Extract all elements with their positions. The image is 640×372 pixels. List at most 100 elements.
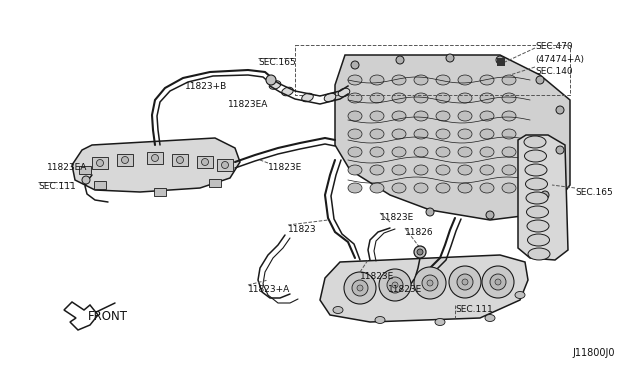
Ellipse shape <box>502 75 516 85</box>
Ellipse shape <box>414 129 428 139</box>
Ellipse shape <box>525 150 547 162</box>
Circle shape <box>496 56 504 64</box>
Text: 11823+B: 11823+B <box>185 82 227 91</box>
Ellipse shape <box>458 183 472 193</box>
Bar <box>172 154 188 166</box>
Text: SEC.111: SEC.111 <box>38 182 76 191</box>
Text: 11823: 11823 <box>288 225 317 234</box>
Ellipse shape <box>436 75 450 85</box>
Ellipse shape <box>338 88 350 97</box>
Ellipse shape <box>414 183 428 193</box>
Ellipse shape <box>502 129 516 139</box>
Circle shape <box>417 249 423 255</box>
Text: 11823EA: 11823EA <box>47 163 88 172</box>
Bar <box>94 181 106 189</box>
Polygon shape <box>64 302 98 330</box>
Bar <box>117 154 133 166</box>
Ellipse shape <box>524 136 546 148</box>
Text: 11826: 11826 <box>405 228 434 237</box>
Ellipse shape <box>370 129 384 139</box>
Bar <box>92 157 108 169</box>
Ellipse shape <box>527 206 548 218</box>
Ellipse shape <box>526 192 548 204</box>
Ellipse shape <box>348 183 362 193</box>
Ellipse shape <box>333 307 343 314</box>
Ellipse shape <box>458 75 472 85</box>
Text: (47474+A): (47474+A) <box>535 55 584 64</box>
Ellipse shape <box>480 111 494 121</box>
Ellipse shape <box>458 129 472 139</box>
Ellipse shape <box>414 111 428 121</box>
Circle shape <box>446 54 454 62</box>
Ellipse shape <box>480 183 494 193</box>
Circle shape <box>379 269 411 301</box>
Text: SEC.140: SEC.140 <box>535 67 573 76</box>
Circle shape <box>486 211 494 219</box>
Ellipse shape <box>414 75 428 85</box>
Ellipse shape <box>527 234 550 246</box>
Ellipse shape <box>370 147 384 157</box>
Text: 11823EA: 11823EA <box>228 100 268 109</box>
Circle shape <box>462 279 468 285</box>
Ellipse shape <box>414 93 428 103</box>
Text: 11823E: 11823E <box>360 272 394 281</box>
Circle shape <box>482 266 514 298</box>
Circle shape <box>97 160 104 167</box>
Circle shape <box>82 176 90 184</box>
Circle shape <box>392 282 398 288</box>
Circle shape <box>152 154 159 161</box>
Text: 11823E: 11823E <box>380 213 414 222</box>
Ellipse shape <box>348 165 362 175</box>
Ellipse shape <box>436 183 450 193</box>
Text: SEC.470: SEC.470 <box>535 42 573 51</box>
Circle shape <box>344 272 376 304</box>
Circle shape <box>221 161 228 169</box>
Polygon shape <box>335 55 570 220</box>
Ellipse shape <box>485 314 495 321</box>
Ellipse shape <box>269 81 281 89</box>
Ellipse shape <box>348 129 362 139</box>
Ellipse shape <box>525 164 547 176</box>
Ellipse shape <box>458 165 472 175</box>
Circle shape <box>427 280 433 286</box>
Ellipse shape <box>515 292 525 298</box>
Circle shape <box>541 191 549 199</box>
Ellipse shape <box>502 147 516 157</box>
Ellipse shape <box>348 111 362 121</box>
Ellipse shape <box>370 111 384 121</box>
Ellipse shape <box>392 129 406 139</box>
Ellipse shape <box>392 165 406 175</box>
Text: J11800J0: J11800J0 <box>573 348 615 358</box>
Circle shape <box>556 106 564 114</box>
Ellipse shape <box>458 111 472 121</box>
Ellipse shape <box>392 183 406 193</box>
Circle shape <box>536 76 544 84</box>
Ellipse shape <box>392 147 406 157</box>
Circle shape <box>357 285 363 291</box>
Circle shape <box>177 157 184 164</box>
Text: FRONT: FRONT <box>88 310 128 323</box>
Circle shape <box>422 275 438 291</box>
Circle shape <box>122 157 129 164</box>
Ellipse shape <box>502 111 516 121</box>
Circle shape <box>414 267 446 299</box>
Text: SEC.111: SEC.111 <box>455 305 493 314</box>
Polygon shape <box>320 255 528 322</box>
Ellipse shape <box>436 165 450 175</box>
Ellipse shape <box>392 75 406 85</box>
Ellipse shape <box>436 147 450 157</box>
Ellipse shape <box>392 93 406 103</box>
Bar <box>209 179 221 187</box>
Ellipse shape <box>370 165 384 175</box>
Ellipse shape <box>502 183 516 193</box>
Ellipse shape <box>414 165 428 175</box>
Bar <box>497 58 505 66</box>
Circle shape <box>490 274 506 290</box>
Ellipse shape <box>436 129 450 139</box>
Ellipse shape <box>375 317 385 324</box>
Ellipse shape <box>370 75 384 85</box>
Bar <box>147 152 163 164</box>
Ellipse shape <box>502 93 516 103</box>
Ellipse shape <box>527 220 549 232</box>
Circle shape <box>352 280 368 296</box>
